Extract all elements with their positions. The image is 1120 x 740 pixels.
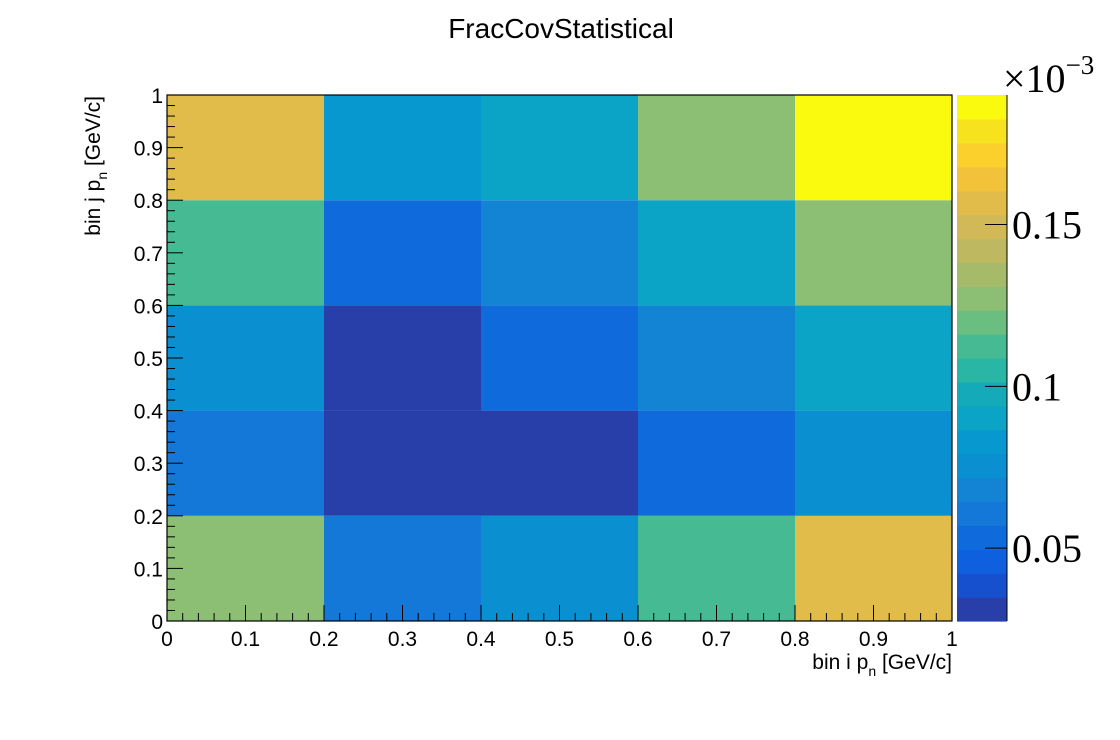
y-tick-label: 0.1 — [134, 558, 163, 581]
heatmap-cell — [167, 410, 324, 516]
heatmap-cell — [167, 200, 324, 306]
color-scale-tick-label: 0.15 — [1012, 202, 1082, 247]
heatmap-cell — [167, 305, 324, 411]
color-scale-swatch — [957, 358, 1007, 383]
color-scale-tick-label: 0.05 — [1012, 526, 1082, 571]
multiplier-exponent: −3 — [1066, 50, 1095, 80]
heatmap-cell — [324, 410, 481, 516]
heatmap-cell — [324, 95, 481, 201]
heatmap-cell — [638, 515, 795, 621]
color-scale-swatch — [957, 142, 1007, 168]
y-tick-label: 0.2 — [134, 506, 163, 529]
x-tick-label: 0.3 — [388, 628, 417, 651]
y-tick-label: 0.8 — [134, 190, 163, 213]
color-scale-swatch — [957, 166, 1007, 192]
heatmap-cell — [795, 410, 952, 516]
color-scale-swatch — [957, 477, 1007, 503]
color-scale: 0.05 0.1 0.15 — [957, 95, 1082, 622]
heatmap-cell — [795, 200, 952, 306]
color-scale-swatch — [957, 525, 1007, 550]
x-axis-label: bin i pn [GeV/c] — [812, 651, 952, 679]
heatmap-cell — [795, 95, 952, 201]
y-label-unit: [GeV/c] — [82, 96, 105, 172]
y-tick-label: 0.3 — [134, 453, 163, 476]
color-scale-swatch — [957, 190, 1007, 216]
heatmap-cell — [167, 515, 324, 621]
y-tick-label: 0.7 — [134, 243, 163, 266]
x-label-main: bin i p — [812, 651, 868, 674]
x-tick-label: 1 — [946, 628, 958, 651]
color-scale-swatch — [957, 429, 1007, 455]
color-scale-swatch — [957, 262, 1007, 287]
y-tick-label: 0.6 — [134, 295, 163, 318]
heatmap-cell — [324, 515, 481, 621]
heatmap-cell — [638, 200, 795, 306]
heatmap-cell — [324, 305, 481, 411]
color-scale-multiplier: ×10−3 — [1003, 50, 1094, 101]
x-tick-label: 0.1 — [231, 628, 260, 651]
x-tick-label: 0.7 — [702, 628, 731, 651]
heatmap-cell — [638, 95, 795, 201]
y-label-subscript: n — [94, 172, 110, 180]
color-scale-swatch — [957, 238, 1007, 263]
y-tick-label: 1 — [151, 85, 163, 108]
x-tick-label: 0.4 — [466, 628, 496, 651]
heatmap-cell — [481, 305, 638, 411]
heatmap-cells — [167, 95, 952, 621]
chart-title: FracCovStatistical — [448, 13, 674, 44]
heatmap-cell — [795, 305, 952, 411]
x-tick-label: 0.6 — [623, 628, 652, 651]
x-tick-label: 0 — [161, 628, 173, 651]
y-tick-label: 0.4 — [134, 401, 164, 424]
color-scale-swatch — [957, 381, 1007, 407]
heatmap-cell — [795, 515, 952, 621]
x-axis: 0 0.1 0.2 0.3 0.4 0.5 0.6 0.7 0.8 0.9 1 — [161, 605, 958, 651]
color-scale-swatch — [957, 310, 1007, 335]
y-axis: 0 0.1 0.2 0.3 0.4 0.5 0.6 0.7 0.8 0.9 1 — [134, 85, 183, 634]
color-scale-swatch — [957, 453, 1007, 479]
x-label-subscript: n — [868, 663, 876, 679]
color-scale-swatch — [957, 573, 1007, 598]
heatmap-cell — [167, 95, 324, 201]
color-scale-swatch — [957, 214, 1007, 240]
x-tick-label: 0.8 — [780, 628, 809, 651]
x-tick-label: 0.2 — [309, 628, 338, 651]
x-tick-label: 0.9 — [859, 628, 888, 651]
x-tick-label: 0.5 — [545, 628, 574, 651]
heatmap-cell — [481, 410, 638, 516]
y-tick-label: 0 — [151, 611, 163, 634]
multiplier-base: ×10 — [1003, 56, 1066, 101]
color-scale-swatch — [957, 334, 1007, 359]
color-scale-swatch — [957, 95, 1007, 120]
heatmap-cell — [638, 305, 795, 411]
heatmap-cell — [324, 200, 481, 306]
heatmap-cell — [481, 200, 638, 306]
color-scale-swatch — [957, 597, 1007, 622]
color-scale-swatch — [957, 286, 1007, 311]
heatmap-cell — [481, 95, 638, 201]
color-scale-swatch — [957, 549, 1007, 574]
y-axis-label: bin j pn [GeV/c] — [82, 96, 110, 236]
x-label-unit: [GeV/c] — [876, 651, 952, 674]
y-tick-label: 0.9 — [134, 138, 163, 161]
heatmap-cell — [638, 410, 795, 516]
heatmap-cell — [481, 515, 638, 621]
color-scale-swatch — [957, 405, 1007, 431]
color-scale-swatch — [957, 501, 1007, 526]
y-tick-label: 0.5 — [134, 348, 163, 371]
color-scale-swatch — [957, 118, 1007, 144]
y-label-main: bin j p — [82, 180, 105, 236]
color-scale-tick-label: 0.1 — [1012, 364, 1062, 409]
